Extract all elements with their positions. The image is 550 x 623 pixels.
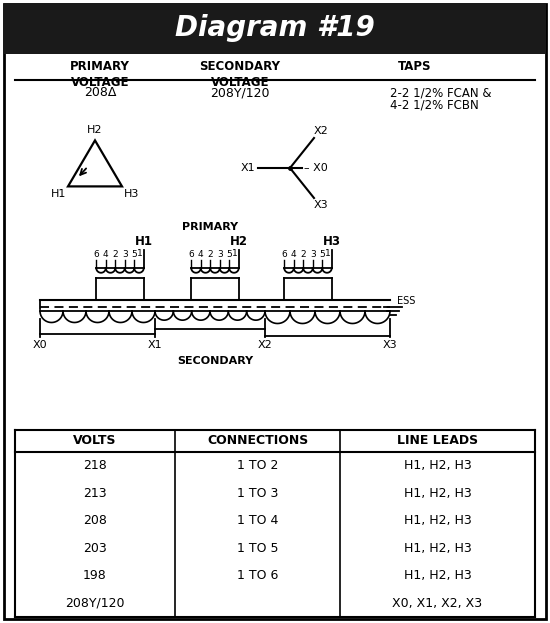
Text: SECONDARY: SECONDARY	[177, 356, 253, 366]
Text: H1: H1	[51, 189, 66, 199]
Text: X3: X3	[383, 341, 397, 351]
Text: – X0: – X0	[304, 163, 328, 173]
Text: X0, X1, X2, X3: X0, X1, X2, X3	[393, 597, 482, 610]
Text: 6: 6	[94, 250, 99, 259]
Text: 208: 208	[83, 514, 107, 527]
Text: 5: 5	[320, 250, 325, 259]
Text: 1: 1	[325, 249, 331, 258]
Text: H1, H2, H3: H1, H2, H3	[404, 514, 471, 527]
Text: 4-2 1/2% FCBN: 4-2 1/2% FCBN	[390, 99, 478, 112]
Text: 2-2 1/2% FCAN &: 2-2 1/2% FCAN &	[390, 86, 492, 99]
Text: H2: H2	[87, 125, 103, 135]
Text: 3: 3	[310, 250, 316, 259]
Text: 2: 2	[112, 250, 118, 259]
Text: 4: 4	[198, 250, 204, 259]
Text: H3: H3	[124, 189, 139, 199]
Text: H1, H2, H3: H1, H2, H3	[404, 569, 471, 583]
Text: 4: 4	[291, 250, 296, 259]
Text: Diagram #19: Diagram #19	[175, 14, 375, 42]
Text: 6: 6	[282, 250, 287, 259]
Text: X1: X1	[240, 163, 255, 173]
Text: 218: 218	[83, 459, 107, 472]
Text: H1, H2, H3: H1, H2, H3	[404, 487, 471, 500]
Text: 3: 3	[217, 250, 223, 259]
Text: 208Δ: 208Δ	[84, 86, 116, 99]
Text: 5: 5	[131, 250, 137, 259]
Text: LINE LEADS: LINE LEADS	[397, 434, 478, 447]
Bar	[4, 4, 546, 54]
Text: 3: 3	[122, 250, 128, 259]
Text: 208Y/120: 208Y/120	[65, 597, 125, 610]
Text: X0: X0	[32, 341, 47, 351]
Text: H1: H1	[135, 235, 153, 248]
Text: 198: 198	[83, 569, 107, 583]
Text: ESS: ESS	[397, 296, 415, 306]
Text: 1: 1	[232, 249, 238, 258]
Text: H1, H2, H3: H1, H2, H3	[404, 459, 471, 472]
Text: X1: X1	[148, 341, 162, 351]
Text: 1 TO 6: 1 TO 6	[237, 569, 278, 583]
Text: H3: H3	[323, 235, 341, 248]
Text: X3: X3	[314, 200, 329, 210]
Text: CONNECTIONS: CONNECTIONS	[207, 434, 308, 447]
Text: VOLTS: VOLTS	[73, 434, 117, 447]
Text: 1 TO 5: 1 TO 5	[236, 542, 278, 554]
Text: 208Y/120: 208Y/120	[210, 86, 270, 99]
Text: H2: H2	[230, 235, 248, 248]
Text: 1 TO 4: 1 TO 4	[237, 514, 278, 527]
Text: PRIMARY: PRIMARY	[182, 222, 238, 232]
Text: X2: X2	[314, 126, 329, 136]
Text: TAPS: TAPS	[398, 60, 432, 73]
Text: X2: X2	[257, 341, 272, 351]
Text: 1 TO 3: 1 TO 3	[237, 487, 278, 500]
Text: H1, H2, H3: H1, H2, H3	[404, 542, 471, 554]
Text: SECONDARY
VOLTAGE: SECONDARY VOLTAGE	[200, 60, 280, 89]
Text: 1: 1	[137, 249, 143, 258]
Text: 203: 203	[83, 542, 107, 554]
Text: 2: 2	[300, 250, 306, 259]
Text: 4: 4	[103, 250, 108, 259]
Text: 6: 6	[188, 250, 194, 259]
Text: 5: 5	[227, 250, 232, 259]
Text: PRIMARY
VOLTAGE: PRIMARY VOLTAGE	[70, 60, 130, 89]
Text: 213: 213	[83, 487, 107, 500]
Text: 1 TO 2: 1 TO 2	[237, 459, 278, 472]
Text: 2: 2	[207, 250, 213, 259]
